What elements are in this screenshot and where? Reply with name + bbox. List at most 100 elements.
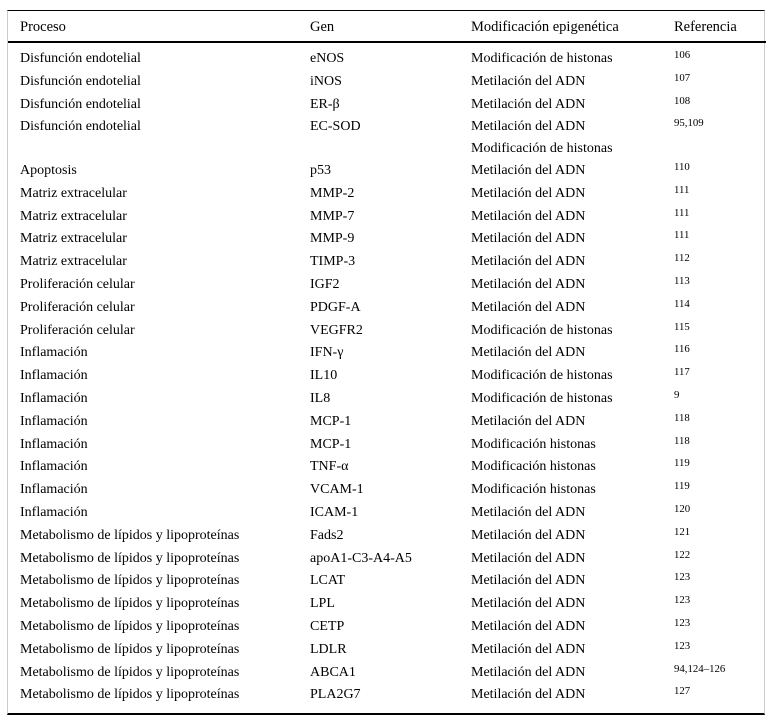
- table-row: Disfunción endotelial eNOS Modificación de…: [8, 42, 766, 71]
- cell-referencia: 94,124–126: [674, 662, 766, 685]
- reference-superscript: 9: [674, 388, 680, 401]
- cell-proceso: Matriz extracelular: [20, 254, 127, 270]
- cell-modificacion: Metilación del ADN: [471, 593, 674, 616]
- reference-superscript: 119: [674, 480, 690, 493]
- table-row: Inflamación IL8 Modificación de histonas 9: [8, 388, 766, 411]
- cell-proceso: Disfunción endotelial: [20, 51, 141, 66]
- cell-gen: ABCA1: [310, 664, 356, 680]
- cell-modificacion: Metilación del ADN: [471, 616, 674, 639]
- reference-superscript: 120: [674, 502, 691, 515]
- modificacion-line: Metilación del ADN: [471, 73, 586, 89]
- reference-superscript: 113: [674, 274, 690, 287]
- reference-superscript: 108: [674, 94, 691, 107]
- cell-gen: IL8: [310, 390, 331, 406]
- cell-gen: PDGF-A: [310, 299, 361, 315]
- cell-referencia: 122: [674, 548, 766, 571]
- table-row: Metabolismo de lípidos y lipoproteínas LP…: [8, 593, 766, 616]
- modificacion-line: Metilación del ADN: [471, 96, 586, 112]
- cell-modificacion: Metilación del ADN: [471, 160, 674, 183]
- cell-referencia: 115: [674, 320, 766, 343]
- reference-superscript: 111: [674, 206, 690, 219]
- reference-superscript: 111: [674, 229, 690, 242]
- cell-modificacion: Metilación del ADN Modificación de histon…: [471, 116, 674, 160]
- cell-proceso: Inflamación: [20, 504, 88, 520]
- cell-gen: CETP: [310, 618, 345, 634]
- modificacion-line: Metilación del ADN: [471, 254, 586, 270]
- table-row: Proliferación celular IGF2 Metilación del …: [8, 274, 766, 297]
- reference-superscript: 123: [674, 571, 691, 584]
- modificacion-line: Metilación del ADN: [471, 162, 586, 178]
- cell-modificacion: Metilación del ADN: [471, 684, 674, 713]
- cell-proceso: Disfunción endotelial: [20, 73, 141, 89]
- table-row: Inflamación TNF-α Modificación histonas 119: [8, 456, 766, 479]
- table-row: Matriz extracelular MMP-2 Metilación del A…: [8, 183, 766, 206]
- cell-referencia: 121: [674, 525, 766, 548]
- cell-modificacion: Metilación del ADN: [471, 502, 674, 525]
- col-header-modificacion: Modificación epigenética: [471, 11, 674, 43]
- cell-modificacion: Metilación del ADN: [471, 228, 674, 251]
- cell-proceso: Inflamación: [20, 436, 88, 452]
- cell-gen: ER-β: [310, 96, 340, 112]
- cell-modificacion: Metilación del ADN: [471, 662, 674, 685]
- modificacion-line: Metilación del ADN: [471, 596, 586, 612]
- modificacion-line: Metilación del ADN: [471, 687, 586, 703]
- cell-referencia: 114: [674, 297, 766, 320]
- reference-superscript: 114: [674, 297, 690, 310]
- cell-modificacion: Modificación histonas: [471, 479, 674, 502]
- table-row: Metabolismo de lípidos y lipoproteínas Fa…: [8, 525, 766, 548]
- cell-proceso: Disfunción endotelial: [20, 119, 141, 135]
- cell-modificacion: Modificación de histonas: [471, 365, 674, 388]
- cell-modificacion: Modificación de histonas: [471, 388, 674, 411]
- cell-referencia: 113: [674, 274, 766, 297]
- epigenetics-table-figure: Proceso Gen Modificación epigenética Ref…: [7, 10, 766, 715]
- cell-referencia: 108: [674, 94, 766, 117]
- table-row: Metabolismo de lípidos y lipoproteínas AB…: [8, 662, 766, 685]
- modificacion-line: Modificación de histonas: [471, 390, 613, 406]
- cell-gen: IGF2: [310, 276, 340, 292]
- col-header-proceso: Proceso: [8, 11, 310, 43]
- cell-modificacion: Metilación del ADN: [471, 251, 674, 274]
- cell-modificacion: Modificación histonas: [471, 456, 674, 479]
- cell-referencia: 111: [674, 206, 766, 229]
- cell-proceso: Inflamación: [20, 390, 88, 406]
- cell-gen: VEGFR2: [310, 322, 363, 338]
- cell-gen: LDLR: [310, 641, 347, 657]
- cell-gen: MCP-1: [310, 413, 352, 429]
- reference-superscript: 110: [674, 160, 690, 173]
- reference-superscript: 121: [674, 525, 691, 538]
- cell-gen: LPL: [310, 596, 335, 612]
- reference-superscript: 123: [674, 639, 691, 652]
- cell-referencia: 118: [674, 411, 766, 434]
- table-body: Disfunción endotelial eNOS Modificación de…: [8, 42, 766, 713]
- cell-referencia: 127: [674, 684, 766, 713]
- cell-proceso: Proliferación celular: [20, 276, 135, 292]
- cell-proceso: Metabolismo de lípidos y lipoproteínas: [20, 687, 240, 703]
- cell-proceso: Inflamación: [20, 345, 88, 361]
- cell-modificacion: Metilación del ADN: [471, 94, 674, 117]
- cell-modificacion: Metilación del ADN: [471, 342, 674, 365]
- cell-referencia: 119: [674, 456, 766, 479]
- cell-gen: IL10: [310, 368, 338, 384]
- modificacion-line: Modificación de histonas: [471, 51, 613, 66]
- table-row: Metabolismo de lípidos y lipoproteínas LC…: [8, 570, 766, 593]
- cell-referencia: 123: [674, 593, 766, 616]
- reference-superscript: 112: [674, 252, 690, 265]
- reference-superscript: 111: [674, 183, 690, 196]
- reference-superscript: 106: [674, 49, 691, 61]
- reference-superscript: 123: [674, 616, 691, 629]
- modificacion-line: Metilación del ADN: [471, 413, 586, 429]
- cell-gen: LCAT: [310, 573, 345, 589]
- cell-gen: IFN-γ: [310, 345, 344, 361]
- table-row: Proliferación celular VEGFR2 Modificación …: [8, 320, 766, 343]
- table-row: Disfunción endotelial iNOS Metilación del …: [8, 71, 766, 94]
- modificacion-line: Metilación del ADN: [471, 276, 586, 292]
- reference-superscript: 95,109: [674, 117, 704, 130]
- cell-modificacion: Metilación del ADN: [471, 183, 674, 206]
- cell-gen: TIMP-3: [310, 254, 356, 270]
- cell-proceso: Matriz extracelular: [20, 185, 127, 201]
- modificacion-line: Modificación de histonas: [471, 322, 613, 338]
- cell-gen: Fads2: [310, 527, 344, 543]
- modificacion-line: Metilación del ADN: [471, 504, 586, 520]
- cell-proceso: Metabolismo de lípidos y lipoproteínas: [20, 573, 240, 589]
- table-row: Matriz extracelular MMP-9 Metilación del A…: [8, 228, 766, 251]
